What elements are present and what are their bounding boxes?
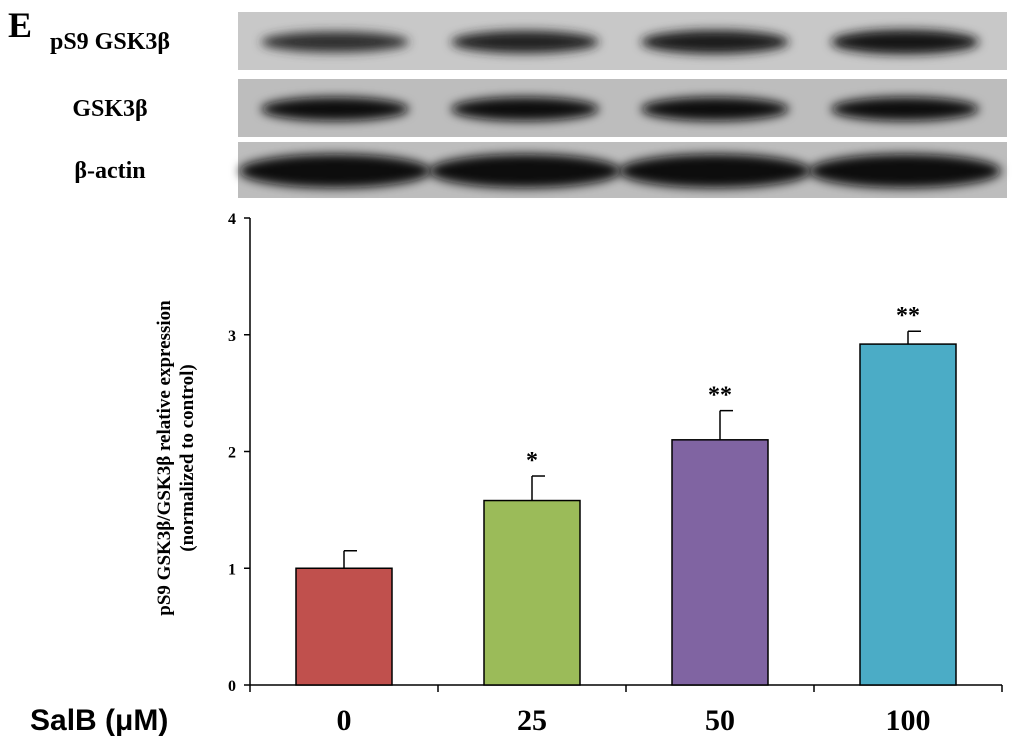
significance-marker: ** (708, 383, 732, 409)
blot-band (261, 97, 409, 121)
y-axis-label-line2: (normalized to control) (177, 364, 198, 552)
blot-band (239, 154, 431, 188)
blot-row-label: GSK3β (72, 96, 147, 122)
significance-marker: ** (896, 303, 920, 329)
blot-row-label: β-actin (74, 158, 145, 184)
blot-band (831, 29, 979, 55)
y-axis-label-line1: pS9 GSK3β/GSK3β relative expression (154, 300, 175, 616)
significance-marker: * (526, 448, 538, 474)
bar (483, 499, 581, 686)
y-axis: 0 1 2 3 4 (228, 211, 251, 695)
panel-letter: E (8, 5, 32, 45)
western-blot: pS9 GSK3β GSK3β β-actin (50, 12, 1007, 198)
bars: ***** (295, 303, 957, 686)
blot-band (429, 154, 621, 188)
x-tick-label: 100 (886, 704, 931, 737)
bar (859, 343, 957, 686)
y-tick-label: 3 (228, 328, 236, 345)
bar (671, 439, 769, 686)
blot-row: β-actin (74, 142, 1007, 198)
bar (295, 567, 393, 686)
blot-band (641, 97, 789, 121)
blot-band (809, 154, 1001, 188)
blot-band (451, 97, 599, 121)
blot-band (831, 97, 979, 121)
blot-band (261, 31, 409, 53)
x-axis-title: SalB (μM) (30, 704, 168, 737)
y-tick-label: 1 (228, 561, 236, 578)
blot-row-label: pS9 GSK3β (50, 29, 170, 55)
blot-band (641, 30, 789, 54)
blot-row: GSK3β (72, 79, 1007, 137)
y-tick-label: 4 (228, 211, 236, 228)
blot-row: pS9 GSK3β (50, 12, 1007, 70)
y-tick-label: 2 (228, 445, 236, 462)
x-tick-label: 50 (705, 704, 735, 737)
y-tick-label: 0 (228, 678, 236, 695)
blot-band (451, 30, 599, 54)
x-tick-label: 25 (517, 704, 547, 737)
x-tick-label: 0 (337, 704, 352, 737)
x-axis: 0 25 50 100 (249, 684, 1003, 737)
blot-band (619, 154, 811, 188)
